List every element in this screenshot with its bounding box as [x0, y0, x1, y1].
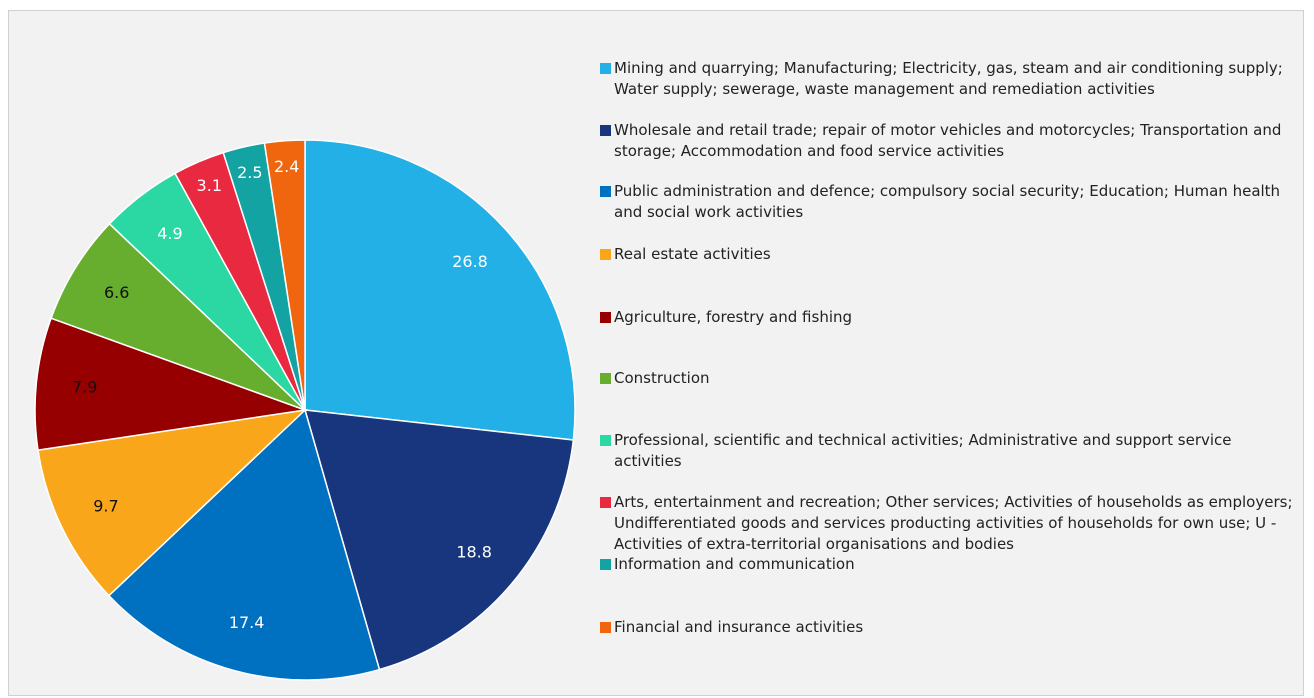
- legend-item: Arts, entertainment and recreation; Othe…: [600, 492, 1300, 555]
- slice-label: 6.6: [104, 283, 129, 302]
- slice-label: 7.9: [72, 378, 97, 397]
- legend-swatch: [600, 249, 611, 260]
- legend-label: Wholesale and retail trade; repair of mo…: [614, 121, 1282, 160]
- legend-label: Mining and quarrying; Manufacturing; Ele…: [614, 59, 1283, 98]
- legend-item: Information and communication: [600, 554, 1300, 575]
- legend-item: Wholesale and retail trade; repair of mo…: [600, 120, 1300, 162]
- slice-label: 9.7: [93, 496, 118, 515]
- legend-label: Public administration and defence; compu…: [614, 182, 1281, 221]
- pie-slice: [304, 139, 576, 441]
- legend-item: Professional, scientific and technical a…: [600, 430, 1300, 472]
- slice-label: 17.4: [229, 613, 265, 632]
- legend-label: Financial and insurance activities: [614, 618, 864, 636]
- legend-swatch: [600, 559, 611, 570]
- legend-label: Information and communication: [614, 555, 855, 573]
- slice-label: 2.5: [237, 163, 262, 182]
- legend-item: Mining and quarrying; Manufacturing; Ele…: [600, 58, 1300, 100]
- legend-swatch: [600, 125, 611, 136]
- slice-label: 2.4: [274, 157, 299, 176]
- legend-swatch: [600, 63, 611, 74]
- pie-slice: [263, 139, 306, 411]
- legend-label: Professional, scientific and technical a…: [614, 431, 1232, 470]
- legend-item: Agriculture, forestry and fishing: [600, 307, 1300, 328]
- legend-label: Agriculture, forestry and fishing: [614, 308, 853, 326]
- legend-swatch: [600, 186, 611, 197]
- legend-item: Public administration and defence; compu…: [600, 181, 1300, 223]
- legend-item: Financial and insurance activities: [600, 617, 1300, 638]
- legend-swatch: [600, 622, 611, 633]
- slice-label: 3.1: [197, 176, 222, 195]
- slice-label: 4.9: [157, 224, 182, 243]
- legend-swatch: [600, 312, 611, 323]
- slice-label: 18.8: [456, 542, 492, 561]
- slice-label: 26.8: [452, 252, 488, 271]
- legend-swatch: [600, 497, 611, 508]
- pie-slice: [50, 222, 306, 411]
- legend-label: Real estate activities: [614, 245, 771, 263]
- legend-swatch: [600, 435, 611, 446]
- pie-slice: [34, 317, 306, 451]
- pie-slice: [303, 409, 575, 671]
- legend-item: Real estate activities: [600, 244, 1300, 265]
- legend-swatch: [600, 373, 611, 384]
- legend-label: Arts, entertainment and recreation; Othe…: [614, 493, 1293, 553]
- pie-slice: [37, 408, 308, 597]
- legend-label: Construction: [614, 369, 710, 387]
- pie-slice: [107, 408, 381, 681]
- legend-item: Construction: [600, 368, 1300, 389]
